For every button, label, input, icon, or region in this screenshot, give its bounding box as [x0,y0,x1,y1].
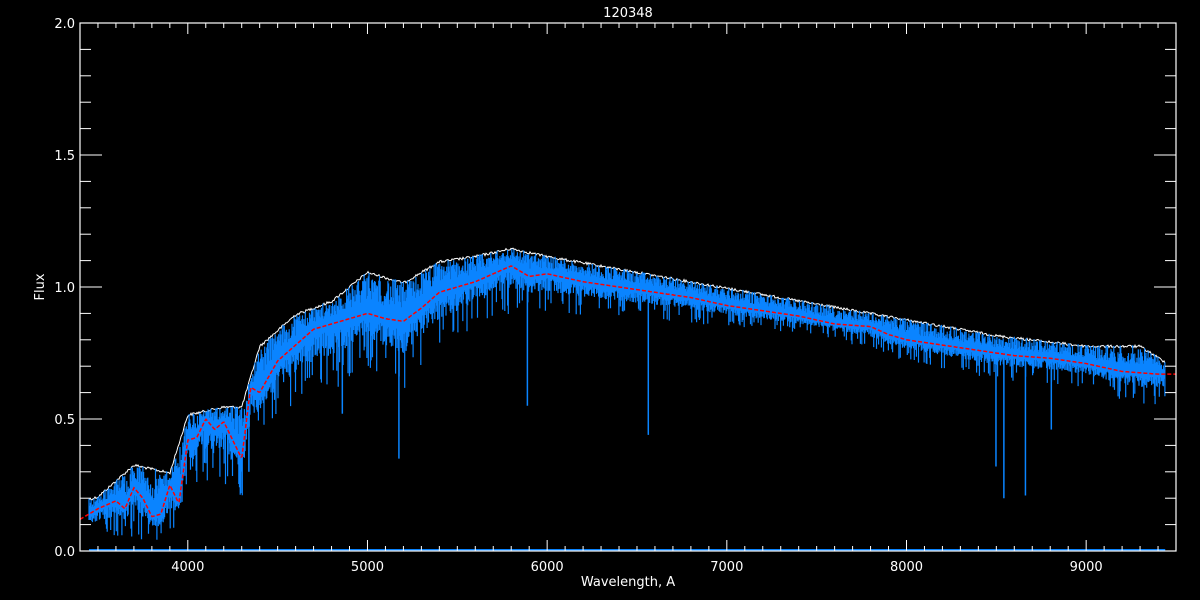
y-tick-label: 1.0 [54,281,75,296]
y-tick-label: 2.0 [54,17,75,32]
x-tick-label: 4000 [171,560,204,575]
x-tick-label: 7000 [710,560,743,575]
y-tick-label: 0.5 [54,413,75,428]
axes: 4000 5000 6000 7000 8000 9000 0.0 0.5 1.0 1.5 2.0 [54,17,1177,575]
observed-white-trace [88,247,1166,501]
chart-title: 120348 [603,6,653,21]
model-spectrum [79,265,1176,520]
y-axis-label: Flux [33,273,48,300]
y-tick-label: 0.0 [54,545,75,560]
y-tick-label: 1.5 [54,149,75,164]
x-tick-label: 8000 [890,560,923,575]
x-tick-label: 9000 [1070,560,1103,575]
x-axis-label: Wavelength, A [581,575,675,590]
x-tick-label: 6000 [531,560,564,575]
plot-area [79,247,1176,551]
x-tick-label: 5000 [351,560,384,575]
